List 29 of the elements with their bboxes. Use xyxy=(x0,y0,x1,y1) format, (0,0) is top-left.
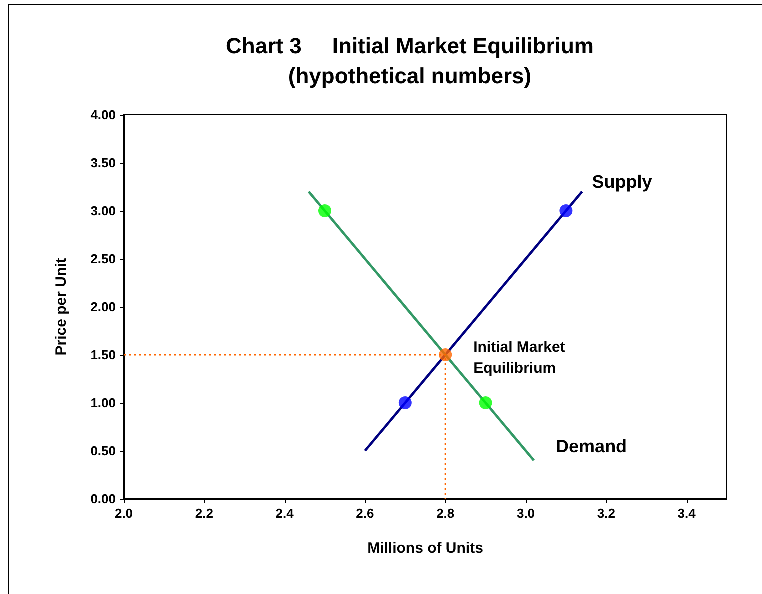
y-tick-label: 0.00 xyxy=(90,492,116,506)
point xyxy=(479,396,492,410)
chart-subtitle: (hypothetical numbers) xyxy=(288,64,532,88)
y-tick-label: 2.50 xyxy=(90,252,116,266)
x-tick-label: 2.0 xyxy=(114,506,134,521)
x-tick-label: 3.4 xyxy=(678,506,697,521)
y-tick-label: 0.50 xyxy=(90,444,116,458)
y-tick-label: 3.00 xyxy=(90,204,116,218)
series-label: Supply xyxy=(592,172,652,192)
chart-title: Chart 3 Initial Market Equilibrium xyxy=(226,34,594,58)
y-tick-label: 1.50 xyxy=(90,348,116,362)
y-tick-label: 3.50 xyxy=(90,156,116,170)
x-tick-label: 2.4 xyxy=(276,506,295,521)
point xyxy=(398,396,412,410)
annotation: Initial Market Equilibrium xyxy=(474,339,570,377)
x-tick-label: 2.8 xyxy=(436,506,455,521)
x-tick-label: 2.2 xyxy=(195,506,214,521)
x-axis-title: Millions of Units xyxy=(368,540,484,557)
x-tick-label: 2.6 xyxy=(356,506,374,521)
point xyxy=(560,204,573,218)
y-tick-label: 2.00 xyxy=(90,300,116,314)
y-tick-label: 4.00 xyxy=(90,108,116,122)
y-axis-title: Price per Unit xyxy=(53,258,70,356)
point xyxy=(318,204,332,218)
y-tick-label: 1.00 xyxy=(90,396,116,410)
series-label: Demand xyxy=(556,436,628,457)
x-tick-label: 3.0 xyxy=(516,506,536,521)
point xyxy=(439,348,452,362)
x-tick-label: 3.2 xyxy=(597,506,616,521)
